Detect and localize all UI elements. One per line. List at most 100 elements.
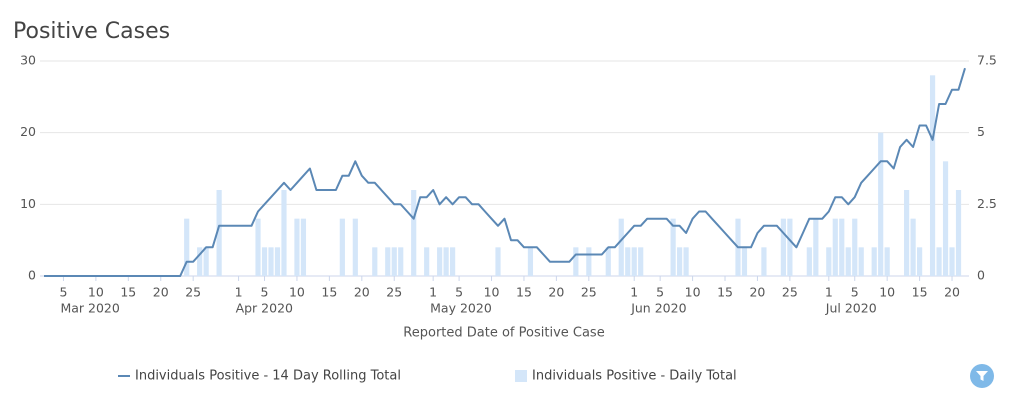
bar bbox=[780, 218, 786, 276]
x-tick-label: 5 bbox=[59, 285, 67, 300]
bar bbox=[787, 218, 793, 276]
bar bbox=[878, 132, 884, 276]
x-tick-label: 1 bbox=[630, 285, 638, 300]
y2-tick-label: 0 bbox=[977, 268, 985, 283]
filter-button[interactable] bbox=[970, 364, 994, 388]
chart-title: Positive Cases bbox=[13, 19, 170, 44]
bar bbox=[929, 75, 936, 276]
bar bbox=[631, 247, 637, 276]
x-tick-label: 25 bbox=[386, 285, 402, 300]
bar bbox=[184, 218, 190, 276]
x-tick-label: 1 bbox=[429, 285, 437, 300]
x-month-label: May 2020 bbox=[430, 301, 492, 316]
x-tick-label: 20 bbox=[153, 285, 169, 300]
bar bbox=[858, 247, 864, 276]
bar bbox=[638, 247, 644, 276]
bar bbox=[955, 190, 962, 276]
bar bbox=[495, 247, 501, 276]
legend-symbol bbox=[515, 370, 527, 382]
bar bbox=[274, 247, 281, 276]
bar bbox=[618, 218, 624, 276]
x-tick-label: 10 bbox=[289, 285, 305, 300]
y-tick-label: 20 bbox=[20, 124, 36, 139]
x-tick-label: 5 bbox=[261, 285, 269, 300]
x-month-label: Jul 2020 bbox=[825, 301, 877, 316]
line bbox=[44, 67, 966, 277]
x-month-label: Apr 2020 bbox=[236, 301, 293, 316]
bar bbox=[261, 247, 268, 276]
bar bbox=[255, 218, 261, 276]
bar bbox=[203, 247, 209, 276]
x-tick-label: 1 bbox=[825, 285, 833, 300]
bar bbox=[670, 218, 676, 276]
bar bbox=[852, 218, 858, 276]
bar bbox=[625, 247, 631, 276]
bar bbox=[424, 247, 430, 276]
bar bbox=[294, 218, 300, 276]
x-tick-label: 10 bbox=[484, 285, 500, 300]
bar bbox=[411, 190, 417, 276]
bar bbox=[586, 247, 592, 276]
bar bbox=[391, 247, 397, 276]
x-tick-label: 25 bbox=[581, 285, 597, 300]
y-tick-label: 30 bbox=[20, 53, 36, 68]
bar bbox=[871, 247, 877, 276]
x-tick-label: 15 bbox=[321, 285, 337, 300]
y-tick-label: 10 bbox=[20, 196, 36, 211]
x-month-label: Jun 2020 bbox=[630, 301, 686, 316]
bar bbox=[677, 247, 683, 276]
bar bbox=[398, 247, 404, 276]
x-tick-label: 20 bbox=[354, 285, 370, 300]
bar bbox=[839, 218, 845, 276]
legend-label: Individuals Positive - Daily Total bbox=[532, 369, 737, 384]
bar bbox=[949, 247, 955, 276]
x-tick-label: 10 bbox=[685, 285, 701, 300]
bar bbox=[904, 190, 910, 276]
bar bbox=[910, 218, 916, 276]
bar bbox=[281, 190, 287, 276]
x-tick-label: 5 bbox=[656, 285, 664, 300]
filter-glyph[interactable] bbox=[976, 371, 988, 381]
x-tick-label: 20 bbox=[749, 285, 765, 300]
x-tick-label: 25 bbox=[185, 285, 201, 300]
bar bbox=[605, 247, 611, 276]
bar bbox=[573, 247, 579, 276]
x-tick-label: 15 bbox=[516, 285, 532, 300]
x-tick-label: 5 bbox=[851, 285, 859, 300]
bar bbox=[741, 247, 748, 276]
bar bbox=[216, 190, 222, 276]
bar bbox=[372, 247, 378, 276]
y2-tick-label: 2.5 bbox=[977, 196, 997, 211]
x-tick-label: 15 bbox=[120, 285, 136, 300]
bar bbox=[761, 247, 767, 276]
bar bbox=[300, 218, 307, 276]
x-tick-label: 20 bbox=[548, 285, 564, 300]
bar bbox=[683, 247, 689, 276]
y2-tick-label: 5 bbox=[977, 124, 985, 139]
bar bbox=[385, 247, 391, 276]
x-tick-label: 1 bbox=[235, 285, 243, 300]
bar bbox=[917, 247, 923, 276]
bar bbox=[832, 218, 838, 276]
legend-label: Individuals Positive - 14 Day Rolling To… bbox=[135, 369, 401, 384]
x-tick-label: 10 bbox=[879, 285, 895, 300]
bar bbox=[527, 247, 534, 276]
x-axis-title: Reported Date of Positive Case bbox=[403, 326, 604, 341]
bar bbox=[845, 247, 851, 276]
bar bbox=[443, 247, 449, 276]
x-tick-label: 15 bbox=[912, 285, 928, 300]
bar bbox=[813, 218, 819, 276]
x-month-label: Mar 2020 bbox=[60, 301, 119, 316]
bar bbox=[437, 247, 443, 276]
bar bbox=[806, 247, 812, 276]
bar bbox=[884, 247, 890, 276]
bar bbox=[352, 218, 358, 276]
x-tick-label: 10 bbox=[88, 285, 104, 300]
x-tick-label: 20 bbox=[944, 285, 960, 300]
bar bbox=[339, 218, 345, 276]
y-tick-label: 0 bbox=[28, 268, 36, 283]
y2-tick-label: 7.5 bbox=[977, 53, 997, 68]
bar bbox=[942, 161, 949, 276]
x-tick-label: 25 bbox=[782, 285, 798, 300]
